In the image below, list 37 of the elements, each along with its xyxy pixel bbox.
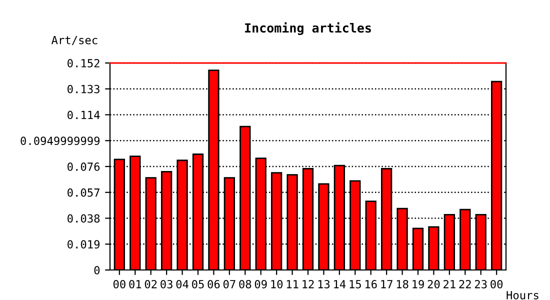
x-tick-label: 05 [192,280,204,288]
x-tick-label: 20 [428,280,440,288]
y-tick-label: 0.114 [68,110,100,120]
y-tick-label: 0.152 [68,59,100,68]
y-tick-label: 0.038 [68,214,100,223]
x-tick-label: 08 [239,280,252,288]
x-tick-label: 16 [366,280,377,288]
x-tick-label: 18 [396,280,408,288]
x-tick-label: 00 [113,280,126,288]
y-tick-label: 0.0949999999 [20,136,100,146]
x-tick-label: 10 [271,280,283,288]
y-tick-label: 0 [94,266,100,274]
y-axis-title: Art/sec [51,36,98,46]
x-tick-label: 14 [334,280,346,288]
x-tick-label: 15 [350,280,361,288]
x-tick-label: 13 [318,280,330,288]
x-tick-label: 02 [144,280,157,288]
x-tick-label: 00 [490,280,503,288]
y-tick-label: 0.133 [68,84,100,94]
x-tick-label: 07 [223,280,236,288]
y-tick-label: 0.076 [68,162,100,171]
x-tick-label: 04 [176,280,188,288]
x-tick-label: 22 [459,280,471,288]
y-tick-label: 0.057 [68,188,100,197]
x-tick-label: 06 [208,280,220,288]
x-tick-label: 21 [444,280,456,288]
chart-title: Incoming articles [245,22,371,36]
x-tick-label: 11 [286,280,298,288]
x-tick-label: 17 [381,280,392,288]
x-tick-label: 09 [254,280,267,288]
x-tick-label: 01 [129,280,142,288]
x-tick-label: 23 [474,280,487,288]
y-tick-label: 0.019 [68,240,100,249]
x-tick-label: 19 [412,280,424,288]
x-tick-label: 12 [302,280,314,288]
x-axis-title: Hours [506,291,538,300]
x-tick-label: 03 [160,280,172,288]
